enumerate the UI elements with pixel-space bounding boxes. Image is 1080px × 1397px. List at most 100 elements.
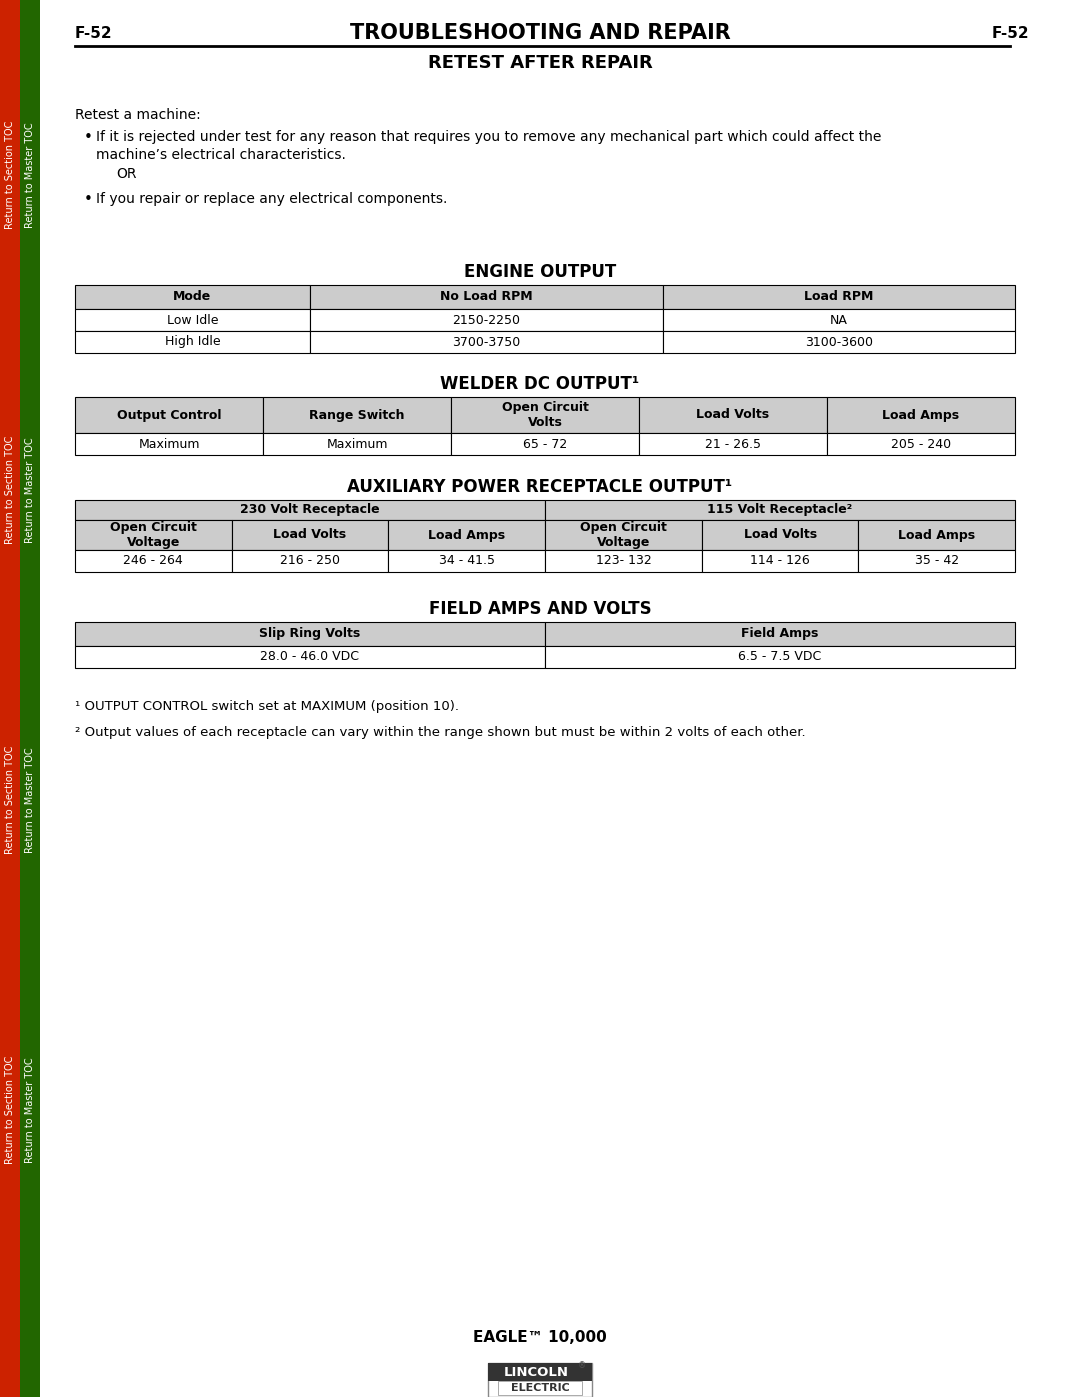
Bar: [389, 550, 545, 571]
Text: 21 - 26.5: 21 - 26.5: [705, 437, 761, 450]
Bar: [21, 0, 40, 1397]
Bar: [75, 550, 232, 571]
Bar: [545, 645, 1015, 668]
Text: Open Circuit
Voltage: Open Circuit Voltage: [580, 521, 666, 549]
Bar: [0, 0, 21, 1397]
Text: Load Volts: Load Volts: [743, 528, 816, 542]
Text: Load Amps: Load Amps: [899, 528, 975, 542]
Text: Return to Master TOC: Return to Master TOC: [25, 1058, 35, 1162]
Bar: [451, 433, 639, 455]
Text: 35 - 42: 35 - 42: [915, 555, 959, 567]
Text: ENGINE OUTPUT: ENGINE OUTPUT: [464, 263, 616, 281]
Text: ² Output values of each receptacle can vary within the range shown but must be w: ² Output values of each receptacle can v…: [75, 726, 806, 739]
Bar: [662, 285, 1015, 309]
Bar: [75, 309, 310, 331]
Text: RETEST AFTER REPAIR: RETEST AFTER REPAIR: [428, 54, 652, 73]
Text: No Load RPM: No Load RPM: [440, 291, 532, 303]
Text: 230 Volt Receptacle: 230 Volt Receptacle: [240, 503, 380, 517]
Text: OR: OR: [116, 168, 136, 182]
Text: ®: ®: [578, 1362, 586, 1370]
Bar: [639, 433, 827, 455]
Text: LINCOLN: LINCOLN: [503, 1365, 568, 1379]
Text: WELDER DC OUTPUT¹: WELDER DC OUTPUT¹: [441, 374, 639, 393]
Text: Low Idle: Low Idle: [166, 313, 218, 327]
Bar: [232, 520, 389, 550]
Text: 115 Volt Receptacle²: 115 Volt Receptacle²: [707, 503, 853, 517]
Bar: [662, 331, 1015, 353]
Bar: [545, 520, 702, 550]
Bar: [702, 550, 859, 571]
Bar: [662, 309, 1015, 331]
Bar: [545, 500, 1015, 520]
Text: AUXILIARY POWER RECEPTACLE OUTPUT¹: AUXILIARY POWER RECEPTACLE OUTPUT¹: [348, 478, 732, 496]
Bar: [310, 309, 662, 331]
Text: Open Circuit
Voltage: Open Circuit Voltage: [110, 521, 197, 549]
Text: Maximum: Maximum: [138, 437, 200, 450]
Text: EAGLE™ 10,000: EAGLE™ 10,000: [473, 1330, 607, 1345]
Text: 28.0 - 46.0 VDC: 28.0 - 46.0 VDC: [260, 651, 360, 664]
Text: Return to Master TOC: Return to Master TOC: [25, 747, 35, 852]
Bar: [545, 622, 1015, 645]
Text: 6.5 - 7.5 VDC: 6.5 - 7.5 VDC: [739, 651, 822, 664]
Text: NA: NA: [829, 313, 848, 327]
Text: Open Circuit
Volts: Open Circuit Volts: [501, 401, 589, 429]
Bar: [859, 520, 1015, 550]
Text: Load Volts: Load Volts: [697, 408, 770, 422]
Bar: [75, 433, 264, 455]
Text: •: •: [84, 191, 93, 207]
Bar: [827, 397, 1015, 433]
Text: Mode: Mode: [174, 291, 212, 303]
Text: 2150-2250: 2150-2250: [453, 313, 521, 327]
Text: ¹ OUTPUT CONTROL switch set at MAXIMUM (position 10).: ¹ OUTPUT CONTROL switch set at MAXIMUM (…: [75, 700, 459, 712]
Text: 205 - 240: 205 - 240: [891, 437, 951, 450]
Text: Return to Section TOC: Return to Section TOC: [5, 120, 15, 229]
Text: 114 - 126: 114 - 126: [751, 555, 810, 567]
Bar: [75, 331, 310, 353]
Text: Load Amps: Load Amps: [882, 408, 959, 422]
Text: Return to Master TOC: Return to Master TOC: [25, 437, 35, 543]
Bar: [498, 1382, 582, 1396]
Text: Load Volts: Load Volts: [273, 528, 347, 542]
Text: If you repair or replace any electrical components.: If you repair or replace any electrical …: [96, 191, 447, 205]
Text: Load Amps: Load Amps: [428, 528, 505, 542]
Bar: [389, 520, 545, 550]
Text: Return to Master TOC: Return to Master TOC: [25, 122, 35, 228]
Text: 34 - 41.5: 34 - 41.5: [438, 555, 495, 567]
Text: F-52: F-52: [75, 25, 112, 41]
Bar: [75, 500, 545, 520]
Bar: [488, 1363, 592, 1382]
Bar: [545, 550, 702, 571]
Text: F-52: F-52: [991, 25, 1029, 41]
Bar: [232, 550, 389, 571]
Text: High Idle: High Idle: [164, 335, 220, 348]
Bar: [75, 645, 545, 668]
Text: Return to Section TOC: Return to Section TOC: [5, 1056, 15, 1164]
Text: TROUBLESHOOTING AND REPAIR: TROUBLESHOOTING AND REPAIR: [350, 22, 730, 43]
Bar: [639, 397, 827, 433]
Text: FIELD AMPS AND VOLTS: FIELD AMPS AND VOLTS: [429, 599, 651, 617]
Bar: [75, 397, 264, 433]
Text: Output Control: Output Control: [117, 408, 221, 422]
Text: 65 - 72: 65 - 72: [523, 437, 567, 450]
Text: Field Amps: Field Amps: [741, 627, 819, 640]
Bar: [75, 285, 310, 309]
Text: If it is rejected under test for any reason that requires you to remove any mech: If it is rejected under test for any rea…: [96, 130, 881, 144]
Text: 216 - 250: 216 - 250: [280, 555, 340, 567]
Bar: [75, 520, 232, 550]
Bar: [702, 520, 859, 550]
Text: Maximum: Maximum: [326, 437, 388, 450]
Bar: [451, 397, 639, 433]
Bar: [859, 550, 1015, 571]
Text: 3700-3750: 3700-3750: [453, 335, 521, 348]
Bar: [827, 433, 1015, 455]
Text: 3100-3600: 3100-3600: [805, 335, 873, 348]
Text: Return to Section TOC: Return to Section TOC: [5, 436, 15, 545]
Text: Slip Ring Volts: Slip Ring Volts: [259, 627, 361, 640]
Text: 123- 132: 123- 132: [595, 555, 651, 567]
Text: Load RPM: Load RPM: [805, 291, 874, 303]
Bar: [264, 433, 451, 455]
Text: Return to Section TOC: Return to Section TOC: [5, 746, 15, 854]
Text: Range Switch: Range Switch: [309, 408, 405, 422]
Text: ELECTRIC: ELECTRIC: [511, 1383, 569, 1393]
Bar: [488, 1363, 592, 1397]
